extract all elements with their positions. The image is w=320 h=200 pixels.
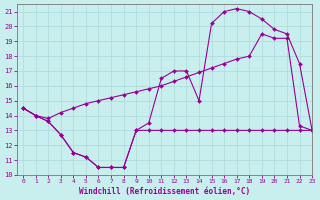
X-axis label: Windchill (Refroidissement éolien,°C): Windchill (Refroidissement éolien,°C) — [79, 187, 250, 196]
